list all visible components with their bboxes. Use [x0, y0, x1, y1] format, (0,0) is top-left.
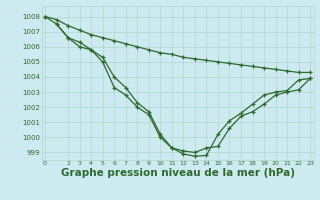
X-axis label: Graphe pression niveau de la mer (hPa): Graphe pression niveau de la mer (hPa)	[60, 168, 295, 178]
